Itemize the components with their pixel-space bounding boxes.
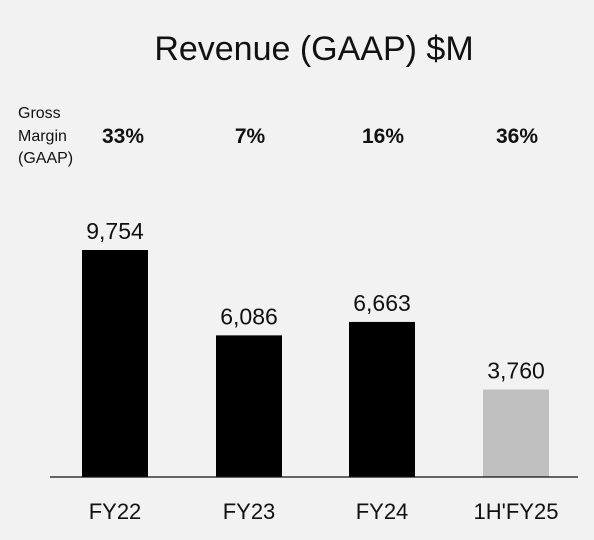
bar-fy23 [216,335,282,477]
category-label: 1H'FY25 [474,499,559,524]
bar-fy22 [82,250,148,477]
value-label: 3,760 [487,357,545,383]
value-label: 6,086 [220,303,278,329]
value-label: 9,754 [86,218,144,244]
category-label: FY22 [89,499,142,524]
gross-margin-values: 33% 7% 16% 36% [102,125,538,148]
category-label: FY24 [356,499,409,524]
gross-margin-label-line-2: Margin [18,128,67,145]
gross-margin-label: Gross Margin (GAAP) [18,105,73,167]
gross-margin-value: 36% [496,125,538,148]
gross-margin-value: 16% [362,125,404,148]
value-labels: 9,754 6,086 6,663 3,760 [86,218,545,383]
category-labels: FY22 FY23 FY24 1H'FY25 [89,499,559,524]
category-label: FY23 [223,499,276,524]
bar-fy24 [349,321,415,477]
gross-margin-value: 7% [235,125,266,148]
gross-margin-label-line-3: (GAAP) [18,150,73,167]
bars [82,250,549,477]
bar-1hfy25 [483,389,549,477]
chart-title: Revenue (GAAP) $M [154,30,473,68]
gross-margin-value: 33% [102,125,144,148]
gross-margin-label-line-1: Gross [18,105,61,122]
value-label: 6,663 [353,290,411,316]
